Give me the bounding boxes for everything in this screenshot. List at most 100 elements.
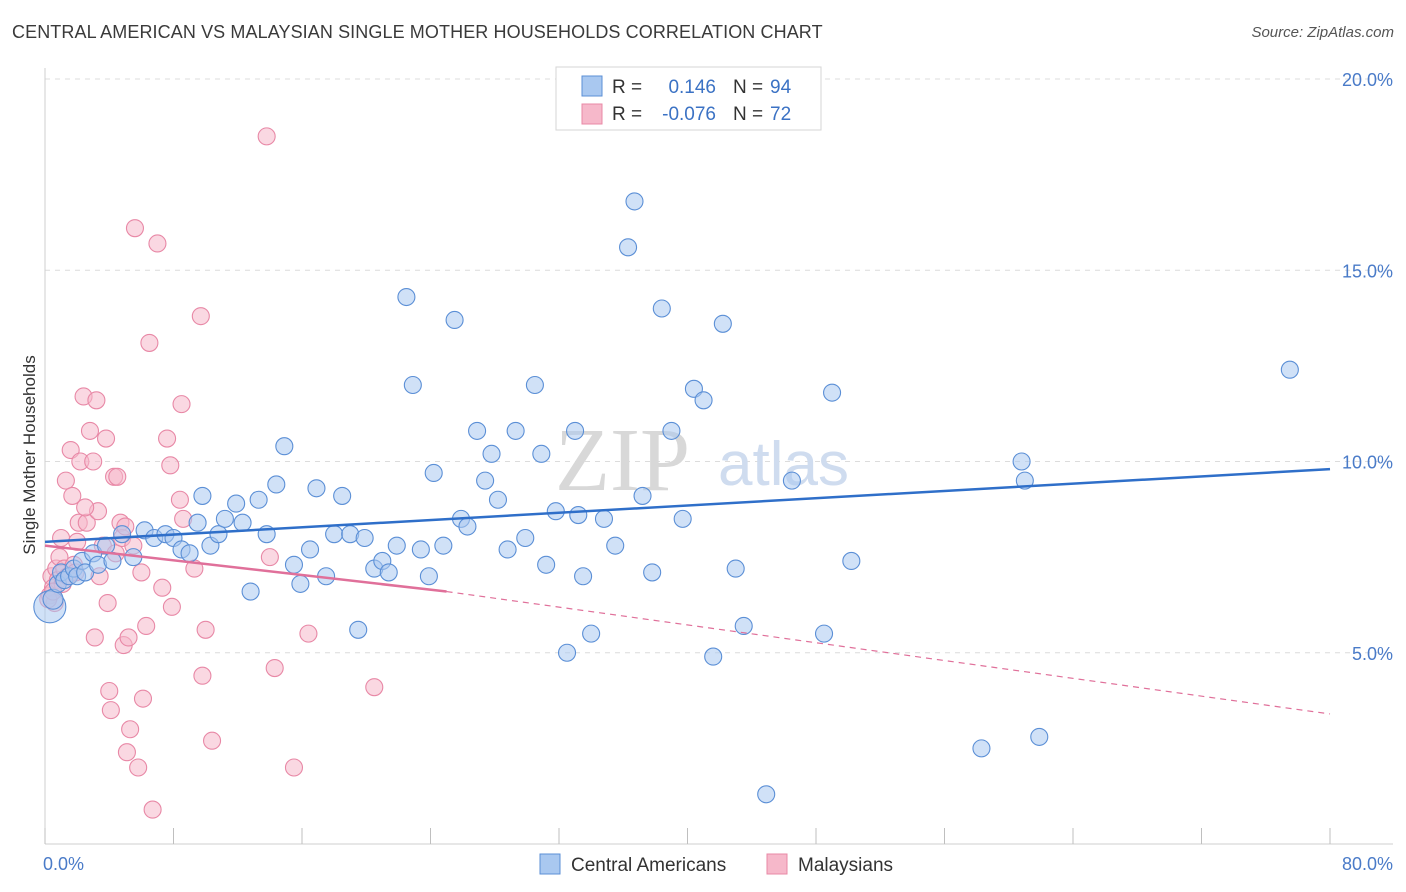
- malaysian-point: [158, 429, 177, 448]
- central-american-point: [215, 509, 234, 528]
- central-american-point: [113, 525, 132, 544]
- malaysian-point: [108, 467, 127, 486]
- central-american-point: [713, 314, 732, 333]
- malaysian-point: [56, 471, 75, 490]
- central-american-point: [241, 582, 260, 601]
- central-american-point: [468, 421, 487, 440]
- central-american-point: [643, 563, 662, 582]
- malaysians-points: [39, 127, 384, 819]
- malaysians-trendline-extension: [446, 590, 1331, 715]
- legend-swatch-malaysians: [581, 103, 603, 125]
- series-legend: Central Americans Malaysians: [539, 853, 893, 876]
- y-tick-label: 10.0%: [1342, 453, 1393, 473]
- legend-swatch-bottom-central-americans: [539, 853, 561, 875]
- malaysian-point: [191, 307, 210, 326]
- central-american-point: [662, 421, 681, 440]
- central-american-point: [458, 517, 477, 536]
- central-american-point: [525, 375, 544, 395]
- central-american-point: [209, 525, 228, 544]
- central-american-point: [379, 563, 398, 582]
- central-american-point: [582, 624, 601, 643]
- central-americans-points: [33, 192, 1299, 804]
- central-american-point: [284, 555, 304, 574]
- central-american-point: [434, 536, 453, 555]
- central-american-point: [594, 509, 614, 528]
- trend-layer: [44, 467, 1331, 715]
- central-american-point: [476, 471, 495, 490]
- malaysian-point: [148, 234, 167, 253]
- malaysian-point: [260, 548, 279, 567]
- y-tick-label: 15.0%: [1342, 261, 1393, 281]
- malaysian-point: [162, 597, 181, 616]
- legend-r-label-1: R =: [612, 77, 642, 98]
- watermark-atlas: atlas: [718, 430, 849, 499]
- malaysian-point: [100, 681, 119, 701]
- central-american-point: [537, 555, 556, 574]
- central-american-point: [291, 574, 310, 593]
- central-american-point: [193, 486, 212, 505]
- watermark: ZIP atlas: [555, 411, 849, 510]
- malaysian-point: [98, 593, 117, 613]
- malaysians-trendline: [44, 544, 447, 593]
- malaysian-point: [129, 758, 148, 777]
- central-american-point: [673, 509, 692, 528]
- central-american-point: [275, 437, 294, 456]
- legend-label-central-americans: Central Americans: [571, 855, 726, 876]
- central-american-point: [823, 383, 842, 402]
- central-american-point: [694, 391, 713, 410]
- central-american-point: [1012, 452, 1031, 471]
- central-american-point: [652, 299, 671, 318]
- malaysian-point: [85, 628, 104, 647]
- legend-n-value-2: 72: [770, 104, 791, 125]
- central-american-point: [734, 616, 753, 636]
- legend-swatch-bottom-malaysians: [766, 853, 788, 875]
- malaysian-point: [63, 486, 82, 505]
- malaysian-point: [170, 490, 189, 509]
- central-american-point: [625, 192, 644, 211]
- grid-layer: [45, 78, 1393, 654]
- malaysian-point: [101, 701, 120, 720]
- central-american-point: [757, 785, 776, 804]
- malaysian-point: [117, 743, 136, 762]
- y-tick-label: 20.0%: [1342, 70, 1393, 90]
- malaysian-point: [96, 429, 116, 448]
- central-american-point: [814, 624, 834, 643]
- chart-title: CENTRAL AMERICAN VS MALAYSIAN SINGLE MOT…: [12, 22, 823, 42]
- x-tick-label-max: 80.0%: [1342, 854, 1393, 874]
- malaysian-point: [143, 800, 162, 819]
- central-american-point: [842, 551, 861, 571]
- malaysian-point: [132, 563, 151, 582]
- central-american-point: [619, 238, 638, 257]
- legend-n-label-2: N =: [733, 104, 763, 125]
- malaysian-point: [161, 456, 180, 475]
- legend-r-value-2: -0.076: [662, 104, 716, 125]
- central-american-point: [355, 528, 374, 548]
- legend-r-label-2: R =: [612, 104, 642, 125]
- central-american-point: [424, 463, 443, 483]
- central-american-point: [1015, 471, 1034, 490]
- malaysian-point: [196, 620, 215, 639]
- central-american-point: [349, 620, 368, 639]
- malaysian-point: [137, 616, 156, 636]
- malaysian-point: [365, 678, 384, 697]
- central-american-point: [325, 525, 344, 544]
- malaysian-point: [203, 731, 222, 750]
- central-american-point: [566, 421, 585, 440]
- central-american-point: [516, 528, 535, 548]
- central-american-point: [419, 567, 438, 586]
- x-tick-label-min: 0.0%: [43, 854, 84, 874]
- legend-r-value-1: 0.146: [668, 77, 716, 98]
- central-american-point: [498, 540, 517, 559]
- malaysian-point: [80, 421, 100, 440]
- malaysian-point: [52, 528, 71, 548]
- malaysian-point: [284, 758, 304, 777]
- central-american-point: [387, 536, 406, 555]
- central-american-point: [704, 647, 723, 666]
- central-american-point: [1280, 360, 1299, 379]
- malaysian-point: [121, 720, 140, 739]
- malaysian-point: [193, 666, 212, 685]
- central-americans-trendline: [44, 467, 1331, 544]
- central-american-point: [333, 486, 352, 505]
- legend-n-label-1: N =: [733, 77, 763, 98]
- central-american-point: [233, 513, 252, 532]
